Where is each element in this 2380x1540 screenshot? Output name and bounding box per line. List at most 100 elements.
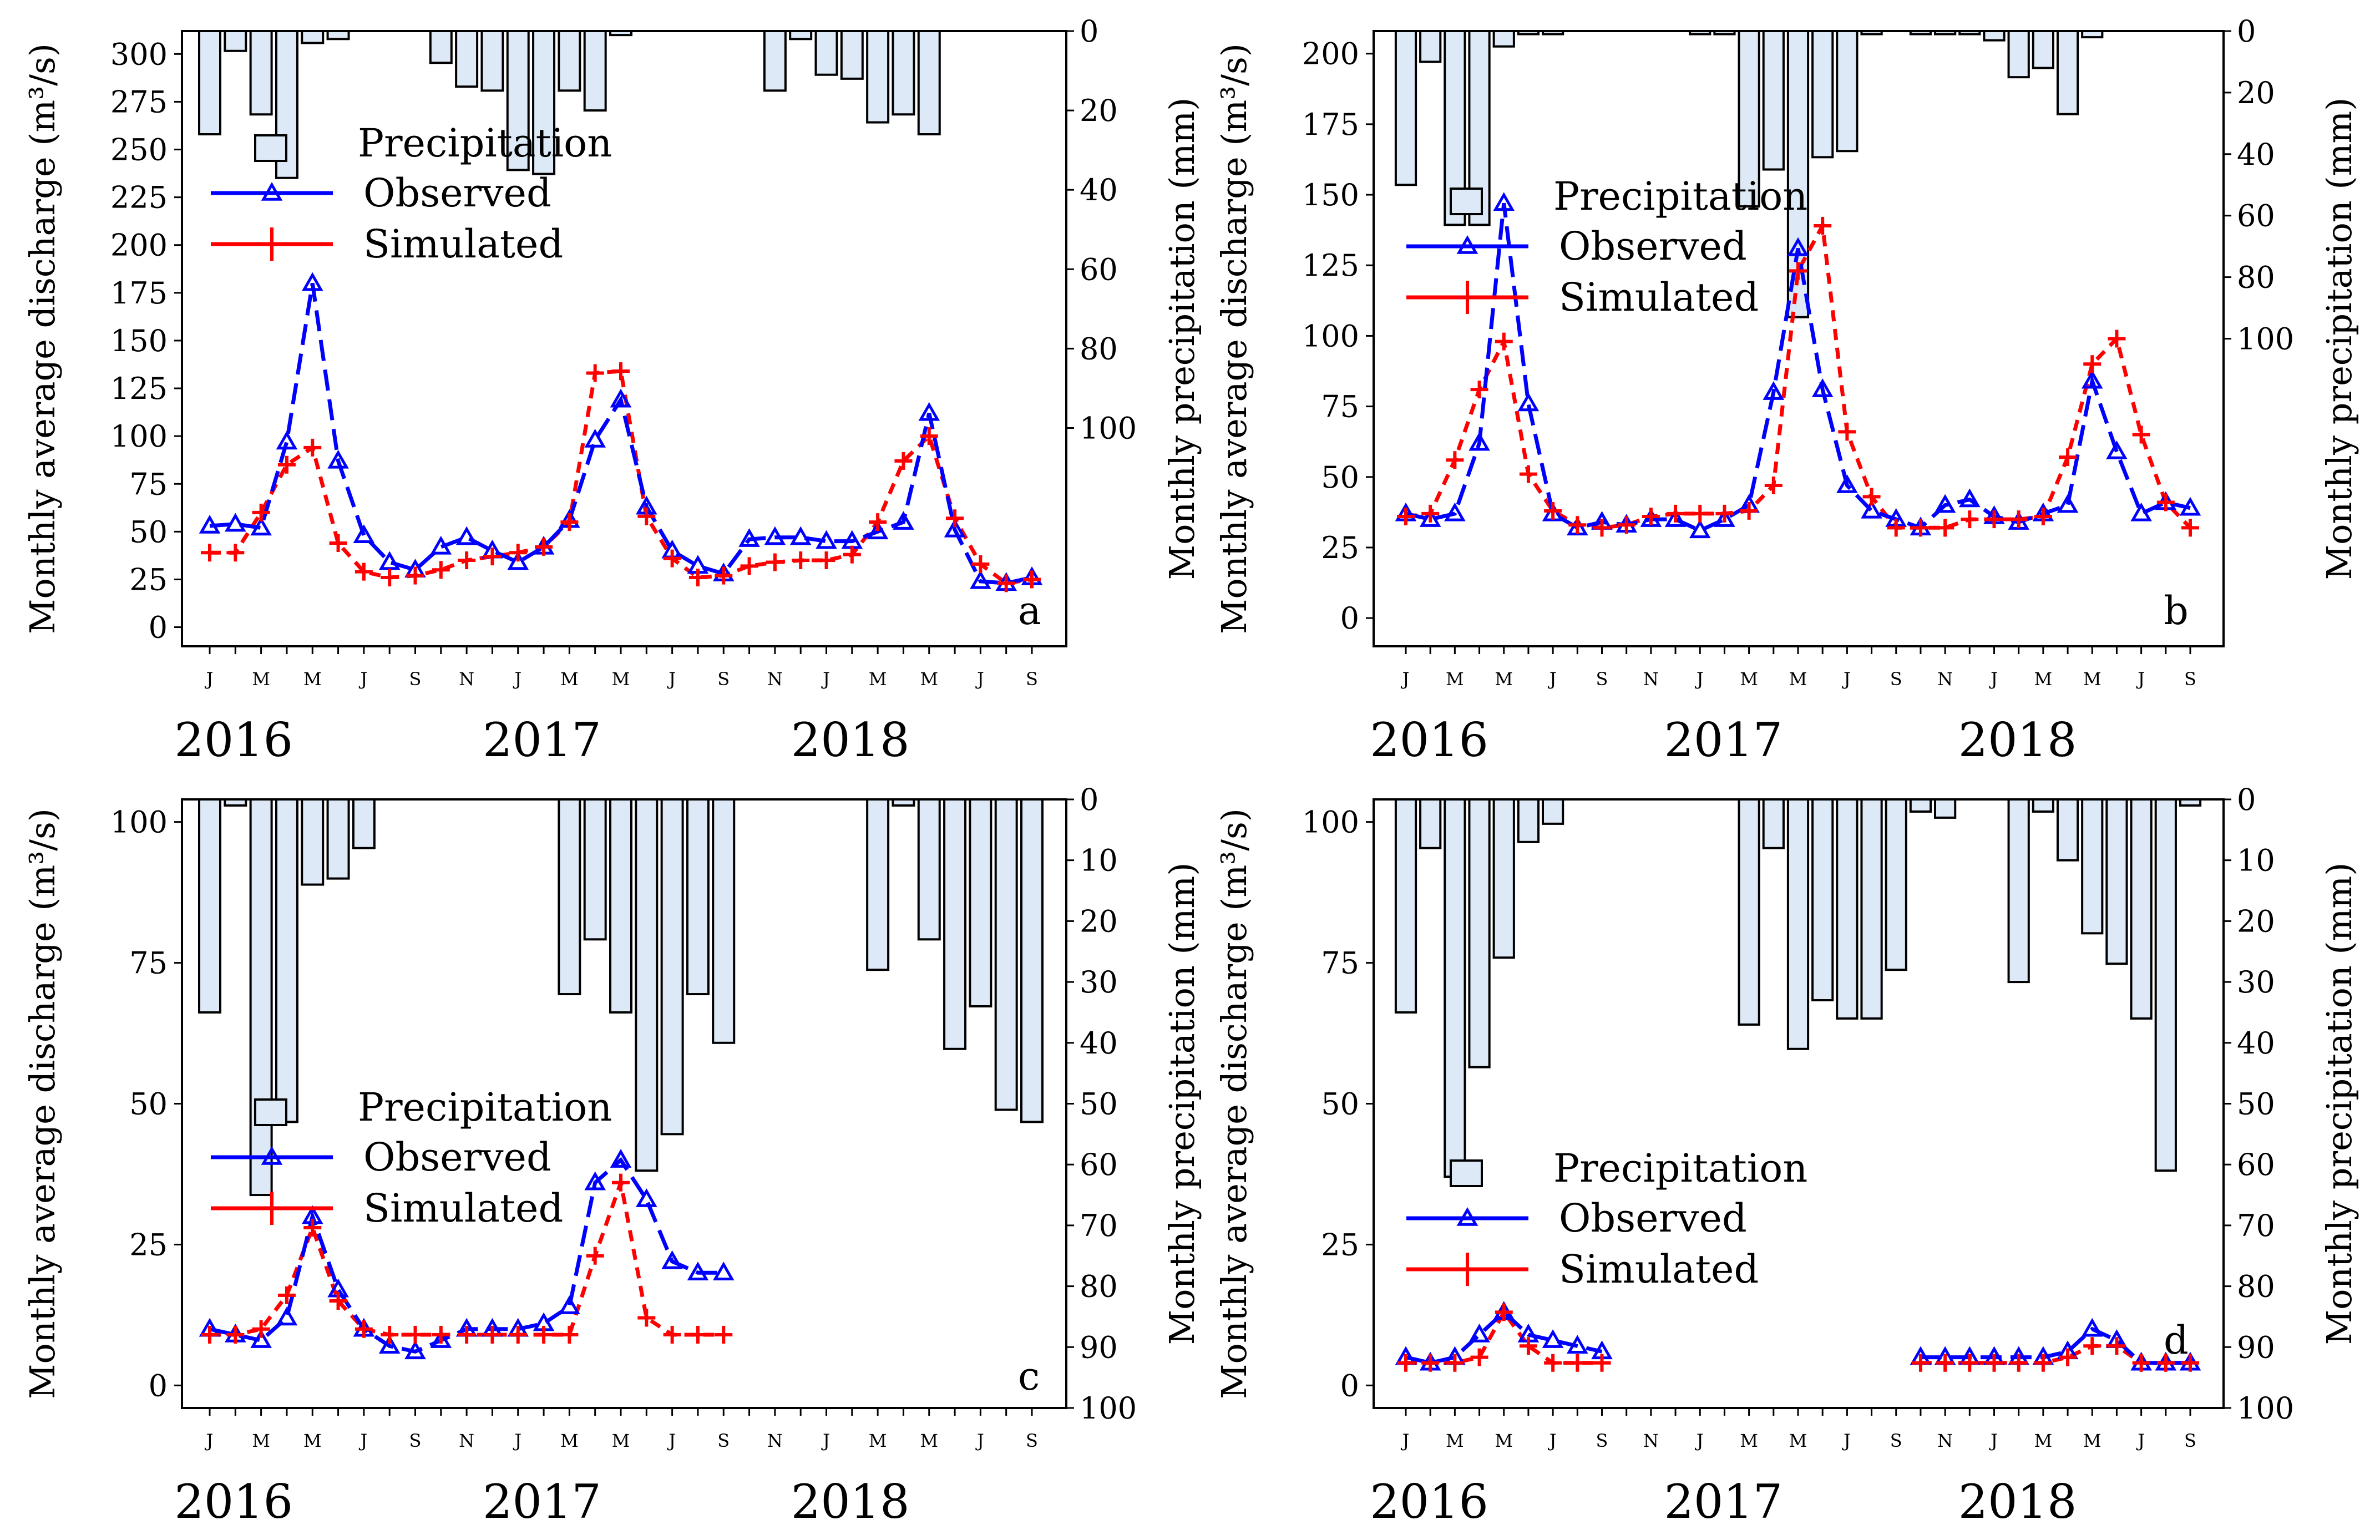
observed-point <box>2081 1318 2103 1337</box>
x-tick-label: S <box>717 668 730 690</box>
simulated-point <box>1023 570 1041 589</box>
observed-point <box>378 551 401 570</box>
y2-tick-label: 30 <box>2237 965 2275 1000</box>
simulated-point <box>483 548 502 566</box>
legend-simulated-label: Simulated <box>1559 1247 1759 1292</box>
y-tick-label: 225 <box>110 180 168 215</box>
observed-point <box>738 528 760 547</box>
precip-bar <box>763 30 787 92</box>
simulated-point <box>1421 504 1440 523</box>
y-tick-label: 50 <box>1321 460 1359 495</box>
y-tick-label: 75 <box>1321 389 1359 424</box>
precip-bar <box>660 798 684 1136</box>
y-tick-label: 175 <box>110 276 168 311</box>
chart-panel-b: 0 25 50 75 100 125 150 175 200 0 20 40 60 80 100 J M M J S N… <box>1214 14 2359 767</box>
simulated-point <box>869 513 887 531</box>
simulated-point <box>1593 519 1611 537</box>
simulated-point <box>303 438 322 457</box>
simulated-point <box>2132 1354 2150 1372</box>
observed-point <box>1640 508 1662 527</box>
observed-point <box>610 1149 632 1168</box>
x-tick-label: M <box>920 1430 938 1451</box>
simulated-point <box>2083 1337 2102 1355</box>
y2-tick-label: 90 <box>1080 1330 1118 1365</box>
precip-bar <box>2105 798 2128 965</box>
precip-bar <box>275 798 298 1123</box>
simulated-point <box>1446 451 1464 469</box>
precip-bar <box>198 798 221 1014</box>
observed-point <box>1567 516 1588 536</box>
precip-bar <box>1492 798 1515 959</box>
y2-tick-label: 100 <box>1080 1391 1137 1426</box>
simulated-point <box>715 566 733 585</box>
plot-frame <box>181 30 1067 647</box>
chart-panel-a: 0 25 50 75 100 125 150 175 200 225 250 275 300 0 20 40 6… <box>22 14 1202 767</box>
y2-tick-label: 100 <box>1080 411 1137 445</box>
x-tick-label: J <box>1695 1430 1704 1451</box>
observed-point <box>970 570 991 589</box>
simulated-point <box>1519 1337 1537 1355</box>
year-label: 2018 <box>1958 713 2077 767</box>
simulated-point <box>1667 504 1685 523</box>
precip-bar <box>789 30 813 40</box>
simulated-point <box>586 1247 604 1265</box>
x-tick-label: J <box>1989 668 1998 690</box>
legend-simulated-label: Simulated <box>363 1186 563 1231</box>
y2-tick-label: 20 <box>1080 93 1118 128</box>
observed-point <box>1468 432 1490 451</box>
observed-point <box>584 428 606 448</box>
observed-point <box>1542 1329 1564 1348</box>
simulated-point <box>1495 332 1513 351</box>
simulated-point <box>688 1325 707 1344</box>
precip-bar <box>892 30 915 116</box>
year-label: 2017 <box>483 1475 601 1529</box>
year-label: 2016 <box>174 713 293 767</box>
x-tick-label: N <box>459 1430 474 1451</box>
chart-panel-c: 0 25 50 75 100 0 10 20 30 40 50 60 70 80 90 100 J M M J S N J M… <box>22 782 1202 1529</box>
y-axis-title: Monthly average discharge (m³/s) <box>22 808 63 1399</box>
y2-axis-title: Monthly precipitation (mm) <box>1162 863 1202 1345</box>
observed-point <box>1468 1323 1490 1343</box>
observed-point <box>661 1250 683 1269</box>
y2-tick-label: 50 <box>1080 1087 1118 1122</box>
y2-tick-label: 0 <box>1080 14 1098 49</box>
observed-point <box>2130 502 2152 521</box>
x-tick-label: M <box>252 1430 270 1451</box>
simulated-point <box>1740 501 1758 520</box>
simulated-point <box>2034 507 2052 525</box>
simulated-point <box>483 1325 502 1344</box>
x-tick-label: J <box>821 668 830 690</box>
observed-point <box>250 1329 272 1348</box>
simulated-point <box>663 1325 681 1344</box>
y-tick-label: 100 <box>110 419 168 454</box>
simulated-point <box>997 574 1015 592</box>
simulated-point <box>1814 217 1832 235</box>
simulated-point <box>1715 504 1734 523</box>
observed-point <box>584 1171 606 1191</box>
precip-bar <box>1836 30 1859 153</box>
x-tick-label: M <box>612 668 630 690</box>
simulated-point <box>303 1218 322 1237</box>
observed-point <box>250 516 272 536</box>
y-tick-label: 75 <box>129 946 168 981</box>
precip-bar <box>1542 798 1564 825</box>
x-tick-label: J <box>1401 668 1410 690</box>
precip-bar <box>480 30 504 92</box>
x-tick-label: N <box>1937 668 1953 690</box>
observed-point <box>944 518 966 538</box>
simulated-point <box>560 1325 579 1344</box>
simulated-point <box>688 569 707 587</box>
precip-bar <box>224 30 247 52</box>
y-tick-label: 75 <box>129 467 168 501</box>
y2-tick-label: 20 <box>2237 75 2275 110</box>
precip-bar <box>917 798 941 941</box>
observed-point <box>1419 508 1441 527</box>
simulated-point <box>2059 448 2077 467</box>
x-tick-label: J <box>358 668 367 690</box>
observed-point <box>1836 474 1858 493</box>
x-tick-label: N <box>1643 1430 1659 1451</box>
y-tick-label: 200 <box>110 228 168 263</box>
simulated-point <box>1936 1354 1954 1372</box>
y-tick-label: 150 <box>110 323 168 358</box>
legend-observed-label: Observed <box>363 170 551 216</box>
